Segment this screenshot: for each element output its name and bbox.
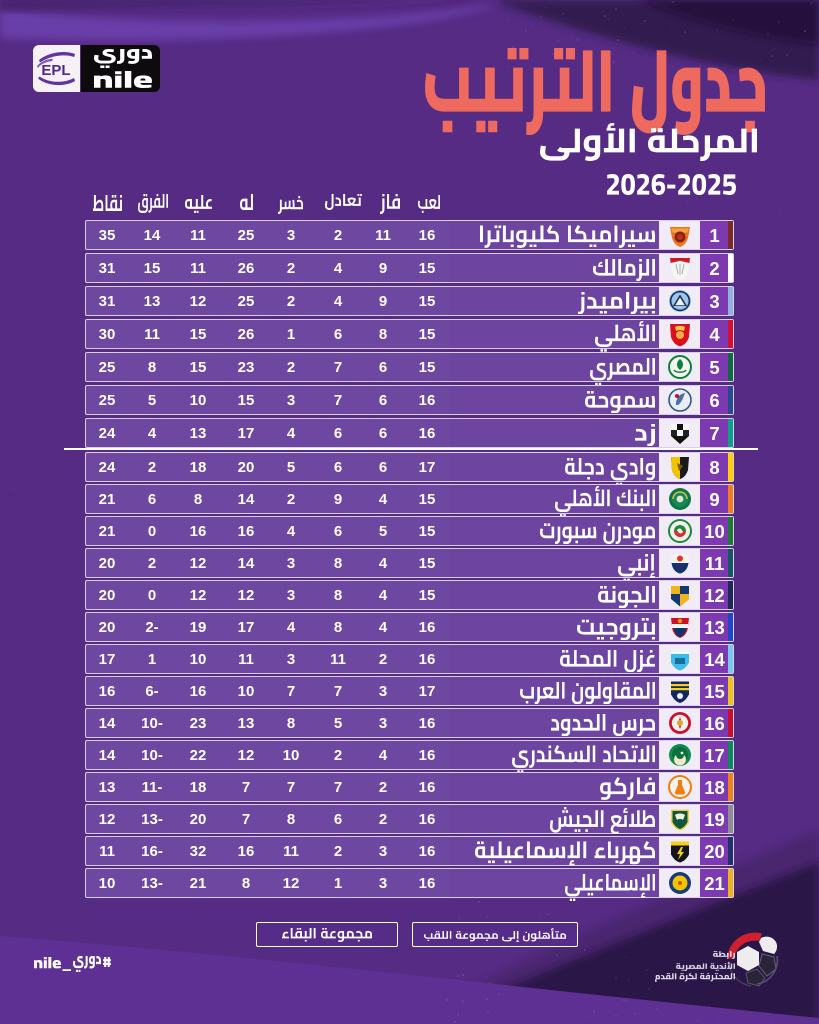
svg-text:EPL: EPL xyxy=(41,62,70,79)
